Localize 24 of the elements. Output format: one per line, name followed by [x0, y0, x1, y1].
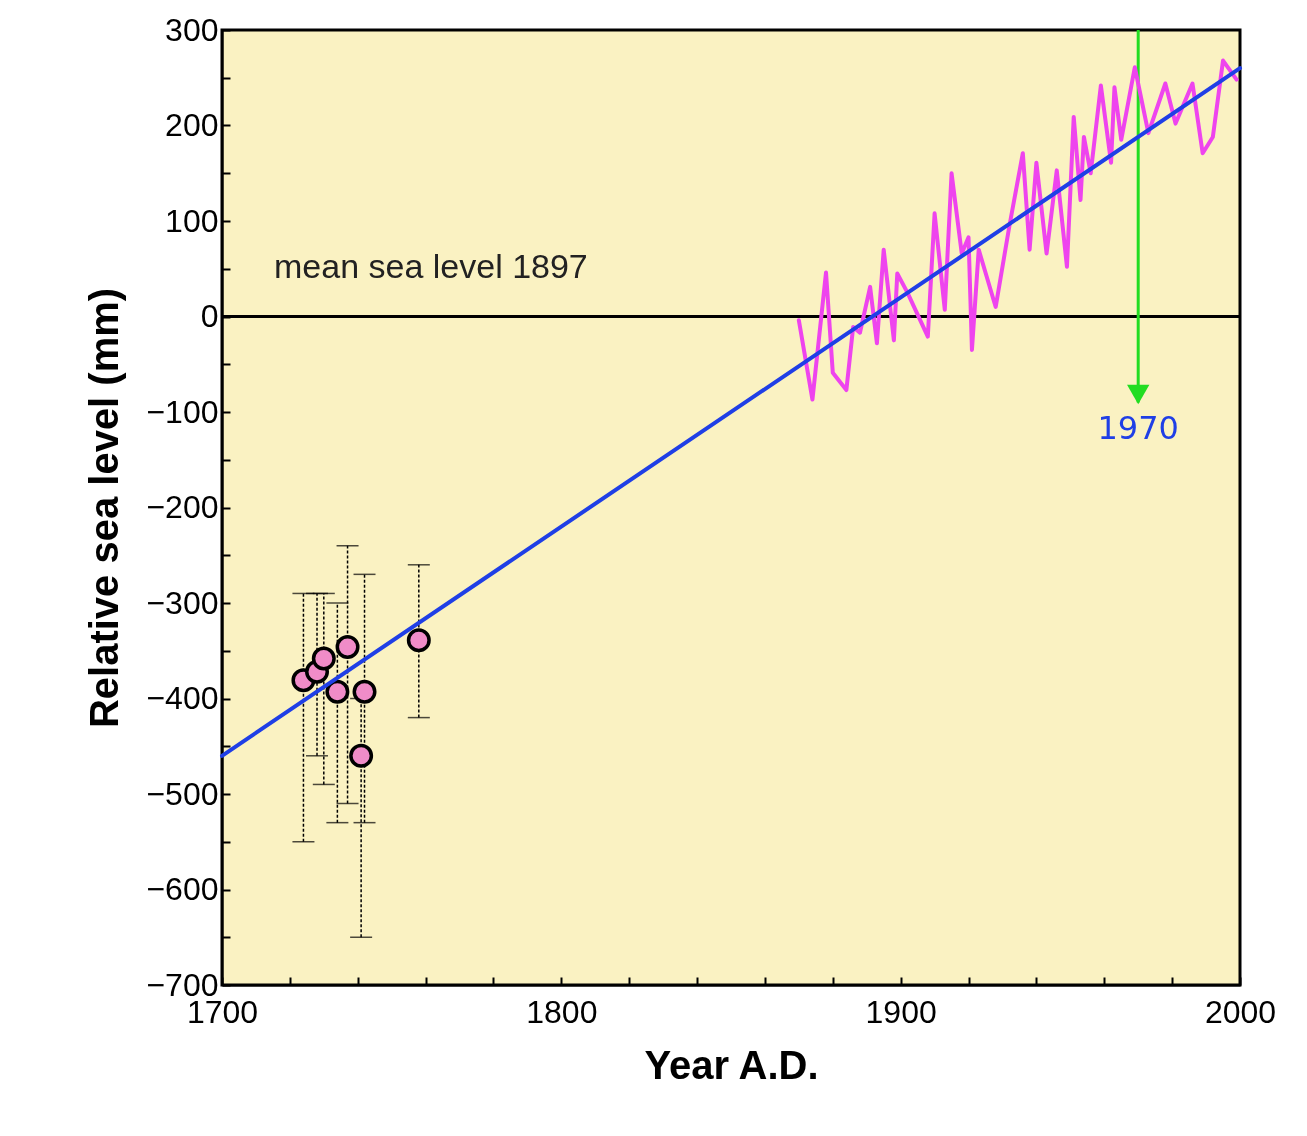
y-tick-label: −300: [146, 584, 219, 621]
point: [325, 679, 350, 704]
y-tick-label: 200: [165, 107, 219, 143]
ref-line-label: 1970: [1097, 409, 1179, 448]
point: [406, 628, 431, 653]
point: [349, 743, 374, 768]
x-tick-label: 1900: [865, 993, 937, 1030]
y-axis-title: Relative sea level (mm): [82, 287, 127, 729]
y-tick-label: 0: [200, 298, 219, 334]
x-axis-title: Year A.D.: [644, 1042, 819, 1087]
ref-line-label: mean sea level 1897: [274, 246, 588, 285]
point: [311, 646, 336, 671]
line-series: [796, 58, 1239, 402]
point: [352, 679, 377, 704]
y-tick-label: −500: [146, 775, 219, 812]
y-tick-label: 300: [165, 11, 219, 48]
x-tick-label: 1800: [526, 993, 598, 1030]
point: [335, 634, 360, 659]
y-tick-label: −600: [146, 871, 219, 907]
y-tick-label: −100: [146, 393, 219, 430]
y-tick-label: −400: [146, 680, 219, 716]
y-tick-label: −200: [146, 489, 219, 525]
y-tick-label: 100: [165, 202, 219, 239]
x-tick-label: 2000: [1204, 993, 1277, 1030]
